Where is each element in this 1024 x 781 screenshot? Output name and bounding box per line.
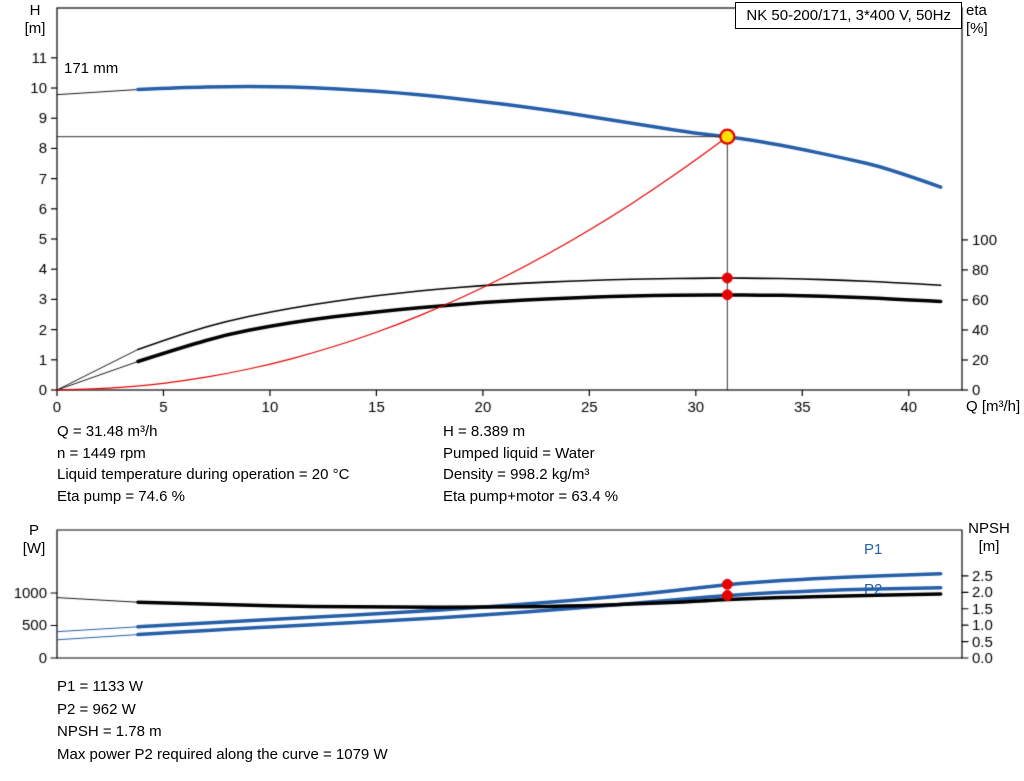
p-axis-title-line2: [W]	[22, 540, 46, 557]
npsh-axis-title: NPSH [m]	[958, 520, 1020, 556]
p1-curve-label: P1	[864, 541, 883, 558]
info-line-p2: P2 = 962 W	[57, 700, 136, 718]
duty-info-right: H = 8.389 m Pumped liquid = Water Densit…	[443, 421, 618, 507]
info-line-h: H = 8.389 m	[443, 423, 526, 440]
npsh-axis-title-line2: [m]	[978, 538, 1000, 555]
q-axis-title: Q [m³/h]	[966, 398, 1021, 415]
p-axis-title: P [W]	[14, 522, 54, 558]
h-axis-title-line2: [m]	[24, 20, 46, 37]
eta-axis-title-line2: [%]	[966, 20, 988, 37]
info-line-q: Q = 31.48 m³/h	[57, 423, 158, 440]
h-axis-title: H [m]	[16, 2, 54, 38]
h-axis-title-line1: H	[29, 2, 41, 19]
eta-axis-title: eta [%]	[966, 2, 988, 38]
info-line-p1: P1 = 1133 W	[57, 678, 144, 695]
eta-axis-title-line1: eta	[966, 2, 987, 19]
pump-title-box: NK 50-200/171, 3*400 V, 50Hz	[735, 2, 962, 29]
info-line-density: Density = 998.2 kg/m³	[443, 466, 590, 483]
npsh-axis-title-line1: NPSH	[968, 520, 1010, 537]
info-line-max-power: Max power P2 required along the curve = …	[57, 745, 388, 763]
info-line-npsh: NPSH = 1.78 m	[57, 723, 162, 740]
info-line-liquid: Pumped liquid = Water	[443, 444, 595, 462]
duty-info-left: Q = 31.48 m³/h n = 1449 rpm Liquid tempe…	[57, 421, 349, 507]
impeller-diameter-label: 171 mm	[64, 60, 119, 77]
info-line-eta-pump-motor: Eta pump+motor = 63.4 %	[443, 487, 619, 505]
p-axis-title-line1: P	[28, 522, 39, 539]
info-line-eta-pump: Eta pump = 74.6 %	[57, 487, 185, 505]
power-info: P1 = 1133 W P2 = 962 W NPSH = 1.78 m Max…	[57, 676, 388, 766]
p2-curve-label: P2	[864, 581, 883, 598]
info-line-temperature: Liquid temperature during operation = 20…	[57, 466, 350, 483]
info-line-n: n = 1449 rpm	[57, 444, 146, 462]
